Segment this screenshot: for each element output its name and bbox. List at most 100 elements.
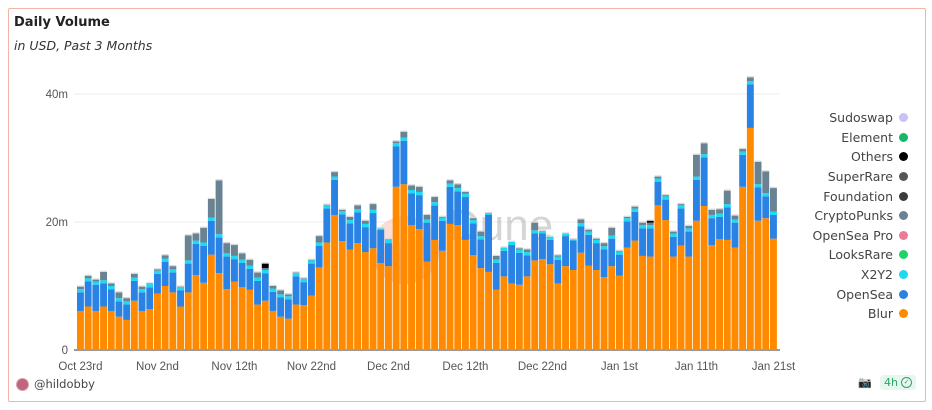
bar-stack[interactable] — [731, 214, 739, 350]
bar-segment-blur[interactable] — [631, 240, 639, 350]
bar-segment-x2y2[interactable] — [261, 270, 269, 274]
bar-stack[interactable] — [161, 254, 169, 350]
bar-segment-x2y2[interactable] — [177, 287, 184, 291]
bar-stack[interactable] — [700, 142, 708, 350]
bar-segment-opensea[interactable] — [338, 214, 346, 242]
bar-stack[interactable] — [77, 285, 84, 350]
bar-stack[interactable] — [400, 130, 408, 350]
bar-stack[interactable] — [100, 270, 107, 350]
bar-segment-x2y2[interactable] — [138, 289, 146, 293]
bar-stack[interactable] — [392, 140, 400, 350]
bar-segment-opensea[interactable] — [254, 280, 261, 305]
bar-segment-opensea[interactable] — [723, 207, 731, 240]
bar-segment-opensea[interactable] — [700, 157, 708, 206]
bar-segment-x2y2[interactable] — [77, 289, 84, 293]
bar-stack[interactable] — [508, 240, 516, 350]
bar-segment-opensea[interactable] — [739, 154, 747, 187]
bar-segment-cryptopunks[interactable] — [277, 290, 285, 295]
bar-segment-x2y2[interactable] — [577, 223, 585, 227]
bar-segment-x2y2[interactable] — [238, 259, 246, 263]
bar-segment-cryptopunks[interactable] — [284, 294, 292, 297]
bar-segment-opensea[interactable] — [408, 193, 415, 226]
bar-segment-opensea[interactable] — [562, 236, 569, 267]
legend-item-looksrare[interactable]: LooksRare — [813, 245, 908, 265]
bar-segment-blur[interactable] — [446, 223, 454, 350]
bar-segment-x2y2[interactable] — [515, 249, 523, 253]
bar-segment-blur[interactable] — [269, 310, 277, 350]
bar-stack[interactable] — [539, 229, 546, 350]
bar-segment-blur[interactable] — [438, 250, 446, 350]
bar-segment-blur[interactable] — [716, 239, 723, 350]
bar-stack[interactable] — [154, 268, 161, 350]
bar-segment-blur[interactable] — [592, 270, 600, 350]
bar-stack[interactable] — [631, 205, 639, 350]
bar-segment-x2y2[interactable] — [400, 137, 408, 141]
bar-segment-opensea[interactable] — [300, 282, 308, 306]
bar-stack[interactable] — [677, 202, 685, 350]
bar-segment-opensea[interactable] — [531, 233, 539, 261]
bar-segment-opensea[interactable] — [84, 281, 92, 307]
bar-segment-opensea[interactable] — [223, 256, 231, 290]
bar-segment-x2y2[interactable] — [184, 260, 192, 264]
bar-segment-opensea[interactable] — [207, 220, 215, 255]
bar-segment-blur[interactable] — [130, 300, 138, 350]
bar-segment-blur[interactable] — [523, 276, 531, 350]
bar-segment-opensea[interactable] — [392, 146, 400, 187]
bar-stack[interactable] — [446, 179, 454, 350]
bar-segment-blur[interactable] — [662, 220, 670, 350]
bar-segment-opensea[interactable] — [716, 216, 723, 240]
legend-item-others[interactable]: Others — [813, 147, 908, 167]
bar-stack[interactable] — [84, 274, 92, 350]
bar-segment-x2y2[interactable] — [154, 270, 161, 274]
bar-segment-blur[interactable] — [515, 284, 523, 350]
bar-segment-cryptopunks[interactable] — [608, 227, 616, 236]
bar-stack[interactable] — [184, 234, 192, 350]
bar-stack[interactable] — [762, 170, 770, 350]
bar-segment-blur[interactable] — [238, 287, 246, 350]
bar-segment-blur[interactable] — [215, 273, 223, 350]
bar-stack[interactable] — [708, 208, 716, 350]
bar-segment-blur[interactable] — [746, 127, 754, 350]
bar-segment-blur[interactable] — [84, 306, 92, 350]
bar-segment-x2y2[interactable] — [546, 236, 554, 240]
bar-segment-opensea[interactable] — [539, 233, 546, 260]
bar-segment-blur[interactable] — [431, 239, 439, 350]
bar-segment-cryptopunks[interactable] — [739, 149, 747, 152]
bar-stack[interactable] — [462, 190, 469, 350]
bar-segment-cryptopunks[interactable] — [308, 259, 315, 261]
bar-segment-blur[interactable] — [669, 256, 677, 350]
bar-segment-blur[interactable] — [100, 306, 107, 350]
bar-segment-x2y2[interactable] — [608, 235, 616, 239]
bar-segment-x2y2[interactable] — [246, 265, 254, 269]
bar-segment-x2y2[interactable] — [284, 296, 292, 300]
bar-segment-cryptopunks[interactable] — [646, 222, 654, 226]
bar-stack[interactable] — [515, 247, 523, 350]
bar-segment-x2y2[interactable] — [492, 259, 500, 263]
bar-segment-x2y2[interactable] — [669, 233, 677, 237]
bar-segment-cryptopunks[interactable] — [184, 235, 192, 261]
camera-icon[interactable]: 📷 — [858, 376, 873, 389]
bar-stack[interactable] — [130, 272, 138, 350]
bar-segment-blur[interactable] — [138, 310, 146, 350]
bar-stack[interactable] — [277, 289, 285, 350]
bar-stack[interactable] — [346, 215, 354, 350]
bar-segment-blur[interactable] — [77, 310, 84, 350]
bar-segment-blur[interactable] — [338, 241, 346, 350]
bar-segment-opensea[interactable] — [246, 268, 254, 290]
bar-segment-opensea[interactable] — [762, 196, 770, 219]
bar-segment-x2y2[interactable] — [754, 184, 762, 188]
bar-segment-cryptopunks[interactable] — [215, 180, 223, 235]
bar-segment-opensea[interactable] — [669, 236, 677, 257]
bar-segment-cryptopunks[interactable] — [115, 292, 123, 299]
bar-segment-blur[interactable] — [184, 292, 192, 350]
bar-stack[interactable] — [377, 227, 385, 350]
bar-segment-blur[interactable] — [223, 289, 231, 350]
bar-segment-cryptopunks[interactable] — [123, 298, 131, 302]
bar-segment-opensea[interactable] — [508, 245, 516, 284]
bar-segment-cryptopunks[interactable] — [631, 206, 639, 209]
bar-stack[interactable] — [616, 249, 623, 350]
bar-segment-x2y2[interactable] — [200, 242, 208, 246]
bar-segment-blur[interactable] — [261, 300, 269, 350]
legend-item-sudoswap[interactable]: Sudoswap — [813, 108, 908, 128]
bar-segment-x2y2[interactable] — [385, 239, 392, 244]
